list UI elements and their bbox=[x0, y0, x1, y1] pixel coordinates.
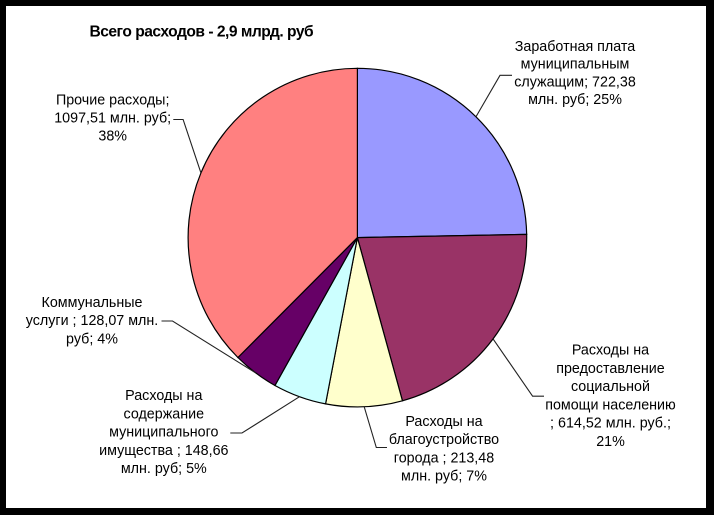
svg-text:Всего расходов - 2,9 млрд. руб: Всего расходов - 2,9 млрд. руб bbox=[89, 23, 314, 40]
svg-text:Расходы на: Расходы на bbox=[125, 388, 202, 404]
svg-text:служащим; 722,38: служащим; 722,38 bbox=[514, 74, 636, 90]
svg-text:помощи населению: помощи населению bbox=[545, 397, 676, 413]
svg-text:благоустройство: благоустройство bbox=[389, 432, 499, 448]
svg-text:содержание: содержание bbox=[124, 406, 205, 422]
svg-text:млн. руб; 5%: млн. руб; 5% bbox=[121, 461, 207, 477]
svg-text:1097,51 млн. руб;: 1097,51 млн. руб; bbox=[54, 110, 171, 126]
svg-text:города ; 213,48: города ; 213,48 bbox=[394, 450, 494, 466]
svg-text:услуги ; 128,07 млн.: услуги ; 128,07 млн. bbox=[26, 313, 158, 329]
svg-text:муниципального: муниципального bbox=[109, 425, 218, 441]
svg-text:21%: 21% bbox=[596, 434, 625, 450]
svg-text:38%: 38% bbox=[98, 129, 127, 145]
svg-text:предоставление: предоставление bbox=[556, 361, 665, 377]
svg-text:млн. руб; 7%: млн. руб; 7% bbox=[401, 469, 487, 485]
svg-text:; 614,52 млн. руб.;: ; 614,52 млн. руб.; bbox=[550, 416, 671, 432]
svg-text:имущества ; 148,66: имущества ; 148,66 bbox=[99, 443, 228, 459]
svg-text:Расходы на: Расходы на bbox=[572, 343, 649, 359]
svg-text:Прочие расходы;: Прочие расходы; bbox=[56, 92, 170, 108]
svg-text:руб; 4%: руб; 4% bbox=[66, 332, 118, 348]
svg-text:млн. руб; 25%: млн. руб; 25% bbox=[528, 92, 622, 108]
svg-text:Коммунальные: Коммунальные bbox=[41, 295, 142, 311]
svg-text:муниципальным: муниципальным bbox=[521, 57, 630, 73]
svg-text:Расходы на: Расходы на bbox=[405, 414, 482, 430]
svg-text:Заработная плата: Заработная плата bbox=[515, 39, 636, 55]
svg-text:социальной: социальной bbox=[571, 379, 650, 395]
